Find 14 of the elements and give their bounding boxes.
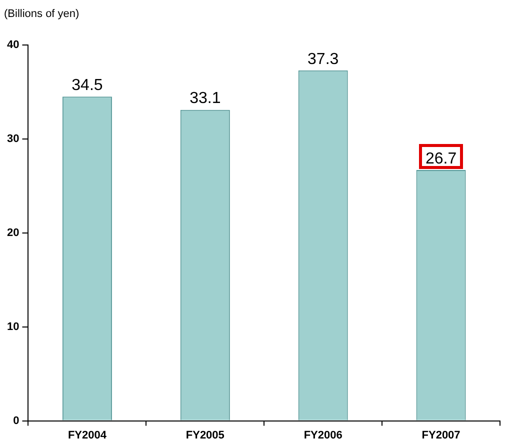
- data-label: 34.5: [72, 77, 103, 94]
- y-tick-label: 40: [6, 39, 20, 52]
- y-tick-label: 0: [13, 414, 20, 427]
- data-label: 33.1: [190, 90, 221, 108]
- data-label: 26.7: [425, 150, 457, 168]
- data-label: 37.3: [308, 50, 339, 68]
- x-tick-label: FY2004: [68, 429, 108, 442]
- y-tick-label: 20: [6, 226, 20, 239]
- x-tick-label: FY2006: [304, 429, 342, 442]
- x-tick-label: FY2007: [422, 429, 460, 442]
- x-tick-label: FY2005: [186, 429, 224, 442]
- y-axis-title: (Billions of yen): [4, 8, 80, 20]
- y-tick-label: 30: [6, 132, 20, 145]
- y-tick-label: 10: [6, 320, 20, 333]
